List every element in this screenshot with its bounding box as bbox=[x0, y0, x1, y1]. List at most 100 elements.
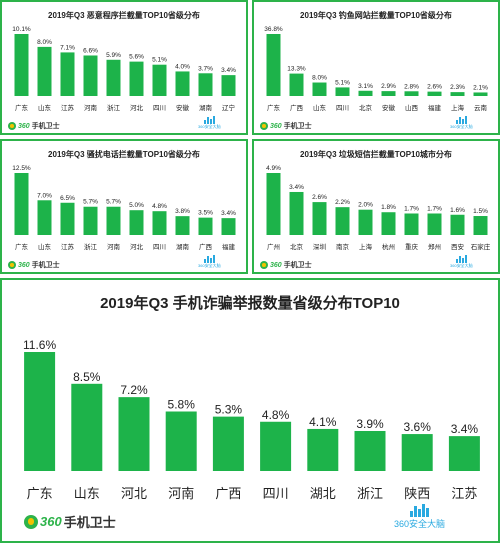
data-label: 3.8% bbox=[175, 208, 190, 215]
bar bbox=[106, 206, 121, 235]
category-label: 河南 bbox=[107, 242, 121, 251]
bar bbox=[198, 73, 213, 96]
category-label: 河南 bbox=[84, 103, 98, 112]
data-label: 8.5% bbox=[73, 370, 101, 384]
category-label: 河北 bbox=[130, 243, 144, 251]
category-label: 广东 bbox=[15, 242, 29, 251]
chart-panel-malware: 2019年Q3 恶意程序拦截量TOP10省级分布 10.1% 广东 8.0% 山东 7.… bbox=[0, 0, 248, 135]
category-label: 四川 bbox=[153, 243, 166, 251]
data-label: 4.9% bbox=[266, 165, 281, 172]
logo-360-mobile-guard: 360 手机卫士 bbox=[260, 260, 312, 270]
data-label: 13.3% bbox=[287, 66, 306, 73]
category-label: 河北 bbox=[121, 487, 147, 502]
bar bbox=[152, 64, 167, 96]
category-label: 辽宁 bbox=[222, 103, 236, 112]
data-label: 5.7% bbox=[106, 199, 121, 206]
logo-360-icon bbox=[8, 261, 16, 269]
data-label: 4.0% bbox=[175, 63, 190, 70]
category-label: 山东 bbox=[38, 103, 52, 112]
bar bbox=[198, 217, 213, 235]
category-label: 广东 bbox=[267, 103, 281, 112]
data-label: 5.6% bbox=[129, 54, 144, 61]
bar bbox=[266, 173, 281, 235]
bar bbox=[450, 214, 465, 235]
bar bbox=[152, 211, 167, 235]
bar bbox=[106, 59, 121, 96]
data-label: 2.1% bbox=[473, 84, 488, 91]
data-label: 5.3% bbox=[215, 403, 243, 417]
logo-360-icon bbox=[260, 261, 268, 269]
bar bbox=[307, 428, 339, 471]
data-label: 2.9% bbox=[381, 83, 396, 90]
bar bbox=[129, 61, 144, 96]
category-label: 石家庄 bbox=[471, 242, 491, 251]
bar bbox=[335, 207, 350, 235]
chart-panel-spam-sms: 2019年Q3 垃圾短信拦截量TOP10城市分布 4.9% 广州 3.4% 北京 2.6… bbox=[252, 139, 500, 274]
category-label: 南京 bbox=[336, 242, 350, 251]
logo-360-security-brain: 360安全大脑 bbox=[394, 504, 445, 530]
brain-bars-icon bbox=[203, 116, 215, 124]
logo-360-mobile-guard: 360 手机卫士 bbox=[8, 260, 60, 270]
data-label: 1.6% bbox=[450, 207, 465, 214]
category-label: 云南 bbox=[474, 103, 488, 112]
data-label: 1.7% bbox=[427, 205, 442, 212]
category-label: 江苏 bbox=[61, 242, 75, 251]
bar bbox=[427, 213, 442, 235]
logo-360-security-brain: 360安全大脑 bbox=[450, 116, 473, 130]
category-label: 重庆 bbox=[405, 242, 419, 251]
bar bbox=[473, 92, 488, 96]
data-label: 5.9% bbox=[106, 52, 121, 59]
bar bbox=[221, 218, 236, 235]
data-label: 5.1% bbox=[335, 79, 350, 86]
data-label: 1.5% bbox=[473, 208, 488, 215]
data-label: 12.5% bbox=[12, 165, 31, 172]
bar bbox=[212, 416, 244, 471]
logo-360-mobile-guard: 360 手机卫士 bbox=[8, 121, 60, 131]
data-label: 3.4% bbox=[221, 210, 236, 217]
bar bbox=[404, 213, 419, 235]
logo-360-security-brain: 360安全大脑 bbox=[198, 116, 221, 130]
bar bbox=[312, 82, 327, 96]
data-label: 3.7% bbox=[198, 65, 213, 72]
bar bbox=[37, 200, 52, 235]
data-label: 2.8% bbox=[404, 83, 419, 90]
data-label: 2.0% bbox=[358, 202, 373, 209]
data-label: 2.6% bbox=[427, 84, 442, 91]
category-label: 深圳 bbox=[313, 242, 326, 251]
bar-chart-spam-sms: 4.9% 广州 3.4% 北京 2.6% 深圳 2.2% 南京 2.0% 上海 1.8% 杭州 1.7%… bbox=[266, 165, 491, 251]
bar bbox=[448, 436, 480, 471]
bar bbox=[354, 430, 386, 471]
bar-chart-harassing-calls: 12.5% 广东 7.0% 山东 6.5% 江苏 5.7% 浙江 5.7% 河南 5.0% 河北 4.8… bbox=[12, 165, 236, 251]
data-label: 3.1% bbox=[358, 83, 373, 90]
bar bbox=[60, 202, 75, 235]
data-label: 10.1% bbox=[12, 26, 31, 33]
data-label: 3.4% bbox=[289, 184, 304, 191]
data-label: 8.0% bbox=[37, 39, 52, 46]
logo-360-icon bbox=[8, 122, 16, 130]
category-label: 广西 bbox=[290, 103, 304, 112]
bar bbox=[427, 91, 442, 96]
data-label: 8.0% bbox=[312, 75, 327, 82]
bar bbox=[473, 216, 488, 235]
category-label: 四川 bbox=[263, 487, 289, 502]
data-label: 7.1% bbox=[60, 44, 75, 51]
chart-title: 2019年Q3 手机诈骗举报数量省级分布TOP10 bbox=[100, 295, 400, 312]
data-label: 7.0% bbox=[37, 192, 52, 199]
chart-title: 2019年Q3 骚扰电话拦截量TOP10省级分布 bbox=[48, 150, 200, 159]
category-label: 山东 bbox=[38, 242, 52, 251]
bar bbox=[404, 91, 419, 96]
category-label: 四川 bbox=[153, 104, 166, 112]
bar bbox=[37, 46, 52, 96]
data-label: 6.5% bbox=[60, 195, 75, 202]
category-label: 湖南 bbox=[176, 242, 190, 251]
data-label: 4.8% bbox=[152, 203, 167, 210]
bar bbox=[175, 71, 190, 96]
bar-chart-fraud-reports: 11.6% 广东 8.5% 山东 7.2% 河北 5.8% 河南 5.3% 广西 4.8% 四川 4.1… bbox=[23, 338, 480, 502]
data-label: 36.8% bbox=[264, 26, 283, 33]
brain-bars-icon bbox=[455, 255, 467, 263]
brain-bars-icon bbox=[410, 504, 430, 517]
data-label: 3.5% bbox=[198, 210, 213, 217]
category-label: 广州 bbox=[267, 242, 280, 251]
category-label: 西安 bbox=[451, 242, 465, 251]
data-label: 5.0% bbox=[129, 202, 144, 209]
